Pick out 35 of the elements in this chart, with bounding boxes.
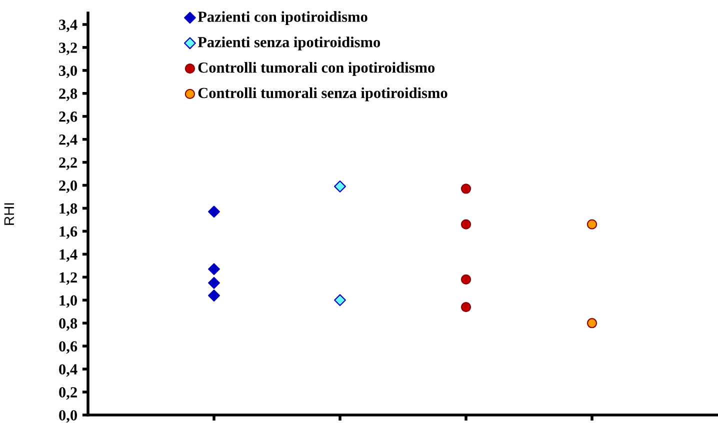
point xyxy=(460,219,472,230)
point xyxy=(208,276,220,289)
y-tick-label: 0,6 xyxy=(59,341,78,354)
y-tick-label: 2,8 xyxy=(59,88,78,102)
y-tick-label: 1,2 xyxy=(60,272,77,285)
point xyxy=(334,294,346,306)
legend-label: Pazienti con ipotiroidismo xyxy=(198,11,368,26)
y-tick-label: 2,6 xyxy=(59,112,78,124)
y-tick-label: 3,2 xyxy=(59,42,77,56)
legend-label: Controlli tumorali con ipotiroidismo xyxy=(198,62,435,76)
y-tick-label: 2,0 xyxy=(59,180,77,193)
point xyxy=(460,184,472,194)
y-tick-label: 3,0 xyxy=(59,66,77,78)
point xyxy=(208,263,220,276)
point xyxy=(208,290,220,302)
y-tick-label: 1,0 xyxy=(60,295,77,308)
y-tick-label: 3,4 xyxy=(59,20,78,32)
point xyxy=(460,302,472,312)
y-axis-title: RHI xyxy=(4,203,14,225)
y-tick-label: 0,2 xyxy=(59,387,77,400)
legend-label: Pazienti senza ipotiroidismo xyxy=(198,36,380,50)
y-tick-label: 0,8 xyxy=(59,318,78,331)
point xyxy=(586,318,598,328)
y-tick-label: 2,4 xyxy=(59,134,78,148)
point xyxy=(460,274,472,285)
y-tick-label: 1,8 xyxy=(60,203,78,216)
y-tick-label: 1,6 xyxy=(60,226,78,239)
point xyxy=(586,219,598,230)
point xyxy=(334,180,346,192)
y-tick-label: 0,0 xyxy=(59,410,77,423)
point xyxy=(208,206,220,218)
y-tick-label: 2,2 xyxy=(59,158,77,170)
y-tick-label: 0,4 xyxy=(59,364,78,377)
legend-label: Controlli tumorali senza ipotiroidismo xyxy=(198,87,448,102)
y-tick-label: 1,4 xyxy=(60,249,78,262)
